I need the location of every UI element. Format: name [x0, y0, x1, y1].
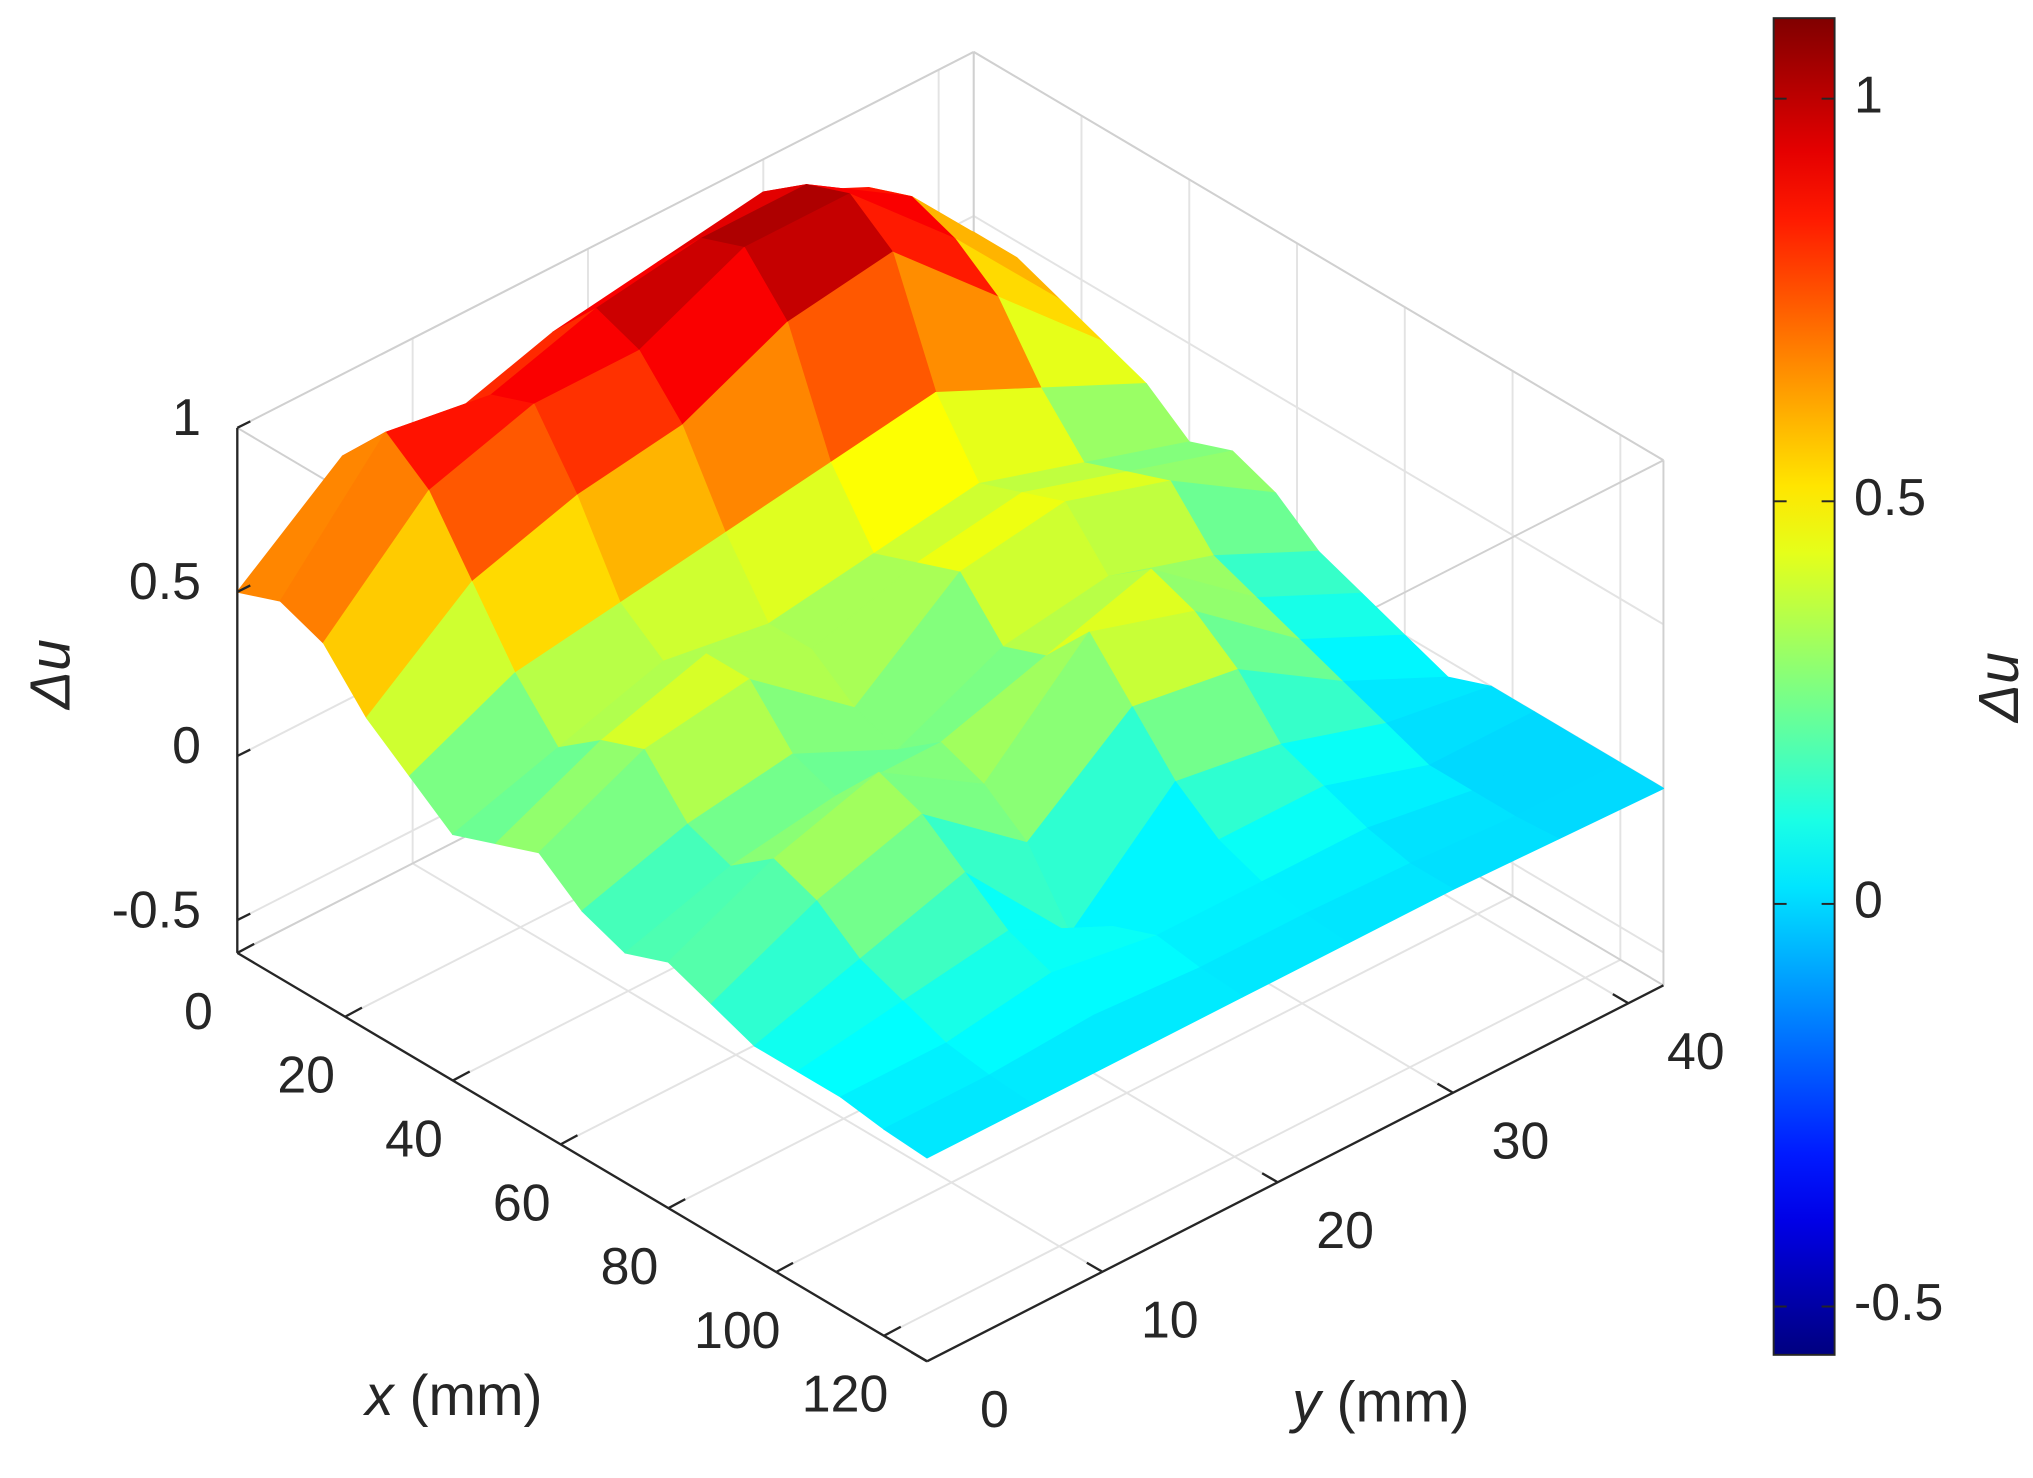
x-tick [883, 1325, 902, 1337]
x-tick [560, 1134, 579, 1146]
x-axis-line [236, 951, 928, 1363]
z-tick [236, 420, 251, 429]
x-tick-label: 100 [694, 1301, 781, 1359]
colorbar-tick-label: 0 [1854, 871, 1883, 929]
x-tick-label: 80 [601, 1237, 659, 1295]
x-tick [667, 1198, 686, 1210]
colorbar-tick-label: 0.5 [1854, 468, 1926, 526]
x-tick-label: 60 [493, 1173, 551, 1231]
grid-line [973, 215, 1664, 626]
surface-cell [883, 1074, 1033, 1159]
colorbar-label: Δu [1967, 652, 2031, 724]
x-tick [775, 1261, 794, 1274]
y-tick-label: 40 [1667, 1022, 1725, 1080]
y-tick-label: 30 [1492, 1111, 1550, 1169]
y-tick-label: 20 [1316, 1201, 1374, 1259]
x-tick-label: 0 [184, 982, 213, 1040]
colorbar-tick-label: 1 [1854, 65, 1883, 123]
z-tick-label: 1 [172, 388, 201, 446]
z-tick-label: -0.5 [112, 880, 201, 938]
z-axis-label: Δu [19, 639, 83, 711]
grid-line [412, 862, 1103, 1273]
y-tick [1436, 1082, 1454, 1094]
y-tick [910, 1351, 928, 1363]
z-tick [236, 584, 251, 593]
x-tick-label: 20 [277, 1046, 335, 1104]
x-tick-label: 40 [385, 1109, 443, 1167]
y-tick [1612, 993, 1629, 1005]
x-tick-label: 120 [802, 1365, 889, 1423]
x-axis-label: x (mm) [362, 1364, 542, 1428]
grid-line [883, 958, 1621, 1337]
y-tick [1261, 1172, 1279, 1184]
box-edge [973, 51, 1664, 462]
surface [236, 184, 1665, 1159]
z-tick [236, 748, 251, 758]
y-axis-label: y (mm) [1288, 1371, 1469, 1435]
z-tick-label: 0 [172, 716, 201, 774]
box-edge [236, 50, 975, 429]
grid-line [775, 895, 1514, 1273]
y-tick-label: 0 [980, 1380, 1009, 1438]
y-tick [1086, 1261, 1103, 1273]
colorbar-ticks: -0.5 0 0.5 1 [1773, 65, 1943, 1331]
z-tick-label: 0.5 [129, 552, 201, 610]
y-axis-line [926, 984, 1664, 1363]
x-tick [236, 942, 255, 954]
y-tick-label: 10 [1141, 1290, 1199, 1348]
colorbar-tick-label: -0.5 [1854, 1273, 1943, 1331]
z-tick [236, 912, 251, 922]
colorbar [1772, 17, 1836, 1356]
x-tick [452, 1070, 471, 1082]
x-tick [344, 1006, 363, 1018]
